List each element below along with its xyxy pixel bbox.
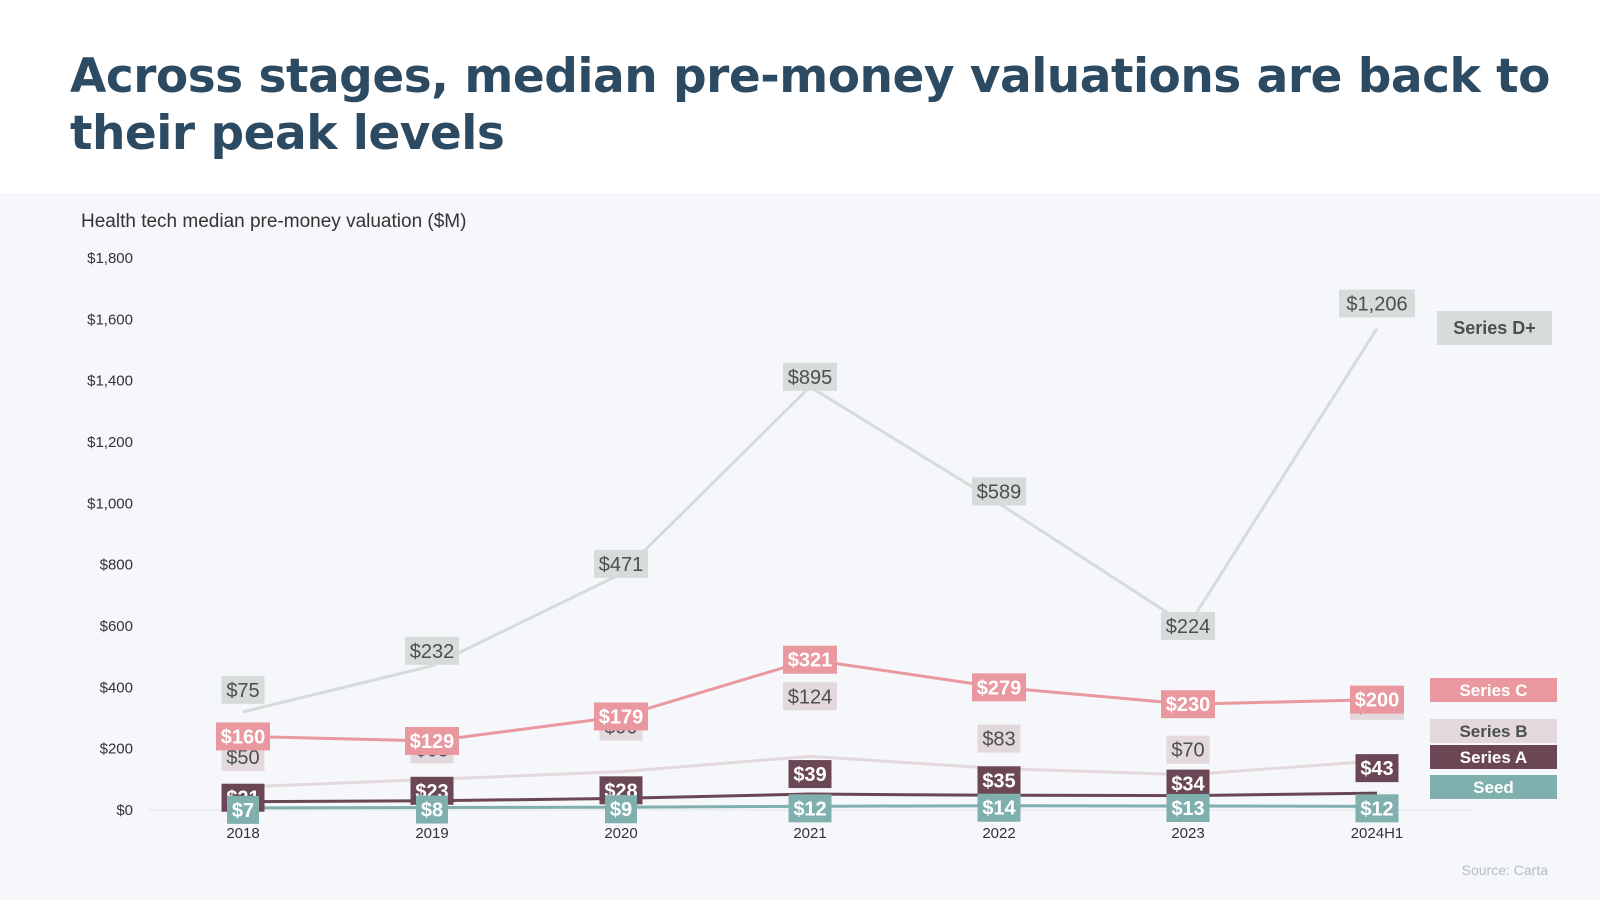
x-tick-label: 2022 — [982, 825, 1015, 842]
data-label: $200 — [1355, 690, 1400, 712]
data-label-bg — [788, 760, 832, 789]
data-label-bg — [972, 673, 1026, 702]
y-tick-label: $400 — [100, 679, 133, 696]
data-label: $9 — [610, 799, 632, 821]
data-label: $43 — [1360, 758, 1393, 780]
data-label-bg — [977, 793, 1021, 822]
x-tick-label: 2024H1 — [1351, 825, 1404, 842]
y-tick-label: $200 — [100, 741, 133, 758]
data-label-bg — [405, 727, 459, 755]
data-label: $75 — [226, 680, 259, 702]
data-label: $70 — [1171, 740, 1204, 762]
data-label: $8 — [421, 800, 443, 822]
y-tick-label: $1,000 — [87, 495, 133, 512]
data-label-bg — [1166, 794, 1210, 823]
data-label: $124 — [788, 686, 833, 708]
data-label-bg — [1166, 769, 1210, 798]
data-label-bg — [1339, 289, 1415, 318]
data-label-bg — [788, 794, 832, 823]
data-label-bg — [977, 766, 1021, 795]
data-label-bg — [783, 682, 837, 711]
data-label-bg — [1166, 735, 1210, 764]
legend-swatch — [1430, 678, 1557, 702]
data-label-bg — [1161, 612, 1215, 640]
legend-swatch — [1430, 719, 1557, 743]
data-label-bg — [972, 477, 1026, 506]
legend-label: Series B — [1459, 722, 1527, 741]
data-label: $471 — [599, 554, 644, 576]
x-tick-label: 2023 — [1171, 825, 1204, 842]
data-label: $279 — [977, 677, 1022, 699]
data-label-bg — [977, 724, 1021, 753]
data-label: $232 — [410, 641, 455, 663]
x-tick-label: 2021 — [793, 825, 826, 842]
data-label-bg — [1161, 690, 1215, 719]
legend-label: Series C — [1459, 681, 1527, 700]
data-label-bg — [416, 795, 448, 824]
y-tick-label: $1,800 — [87, 250, 133, 267]
data-label-bg — [1350, 685, 1404, 714]
data-label-bg — [1355, 754, 1399, 783]
data-label: $34 — [1171, 774, 1205, 796]
y-tick-label: $1,200 — [87, 434, 133, 451]
source-note: Source: Carta — [1461, 862, 1548, 878]
data-label: $179 — [599, 706, 644, 728]
legend-label: Series D+ — [1453, 318, 1536, 338]
legend-swatch — [1430, 745, 1557, 769]
data-label: $50 — [226, 747, 259, 769]
data-label: $160 — [221, 726, 266, 748]
data-label: $589 — [977, 481, 1022, 503]
data-label: $12 — [1360, 798, 1393, 820]
x-tick-label: 2020 — [604, 825, 637, 842]
y-tick-label: $600 — [100, 618, 133, 635]
x-tick-label: 2018 — [226, 825, 259, 842]
data-label: $39 — [793, 764, 826, 786]
data-label-bg — [405, 636, 459, 665]
legend-label: Series A — [1460, 748, 1527, 767]
data-label: $321 — [788, 650, 833, 672]
page-title: Across stages, median pre-money valuatio… — [70, 49, 1550, 161]
data-label: $230 — [1166, 694, 1211, 716]
y-tick-label: $1,400 — [87, 373, 133, 390]
y-tick-label: $0 — [116, 802, 133, 819]
data-label-bg — [594, 702, 648, 731]
data-label: $12 — [793, 798, 826, 820]
y-tick-label: $1,600 — [87, 311, 133, 328]
data-label-bg — [227, 795, 259, 824]
data-label-bg — [216, 722, 270, 751]
legend-swatch — [1437, 311, 1552, 345]
data-label: $7 — [232, 800, 254, 822]
data-label-bg — [783, 645, 837, 674]
data-label: $895 — [788, 367, 833, 389]
data-label-bg — [221, 675, 265, 704]
data-label-bg — [605, 795, 637, 824]
data-label: $83 — [982, 729, 1015, 751]
data-label: $1,206 — [1346, 294, 1407, 316]
chart-title: Health tech median pre-money valuation (… — [81, 211, 467, 232]
data-label-bg — [783, 362, 837, 391]
data-label: $129 — [410, 731, 455, 753]
data-label-bg — [594, 549, 648, 578]
y-tick-label: $800 — [100, 557, 133, 574]
data-label: $13 — [1171, 798, 1204, 820]
legend-swatch — [1430, 775, 1557, 799]
x-tick-label: 2019 — [415, 825, 448, 842]
legend-label: Seed — [1473, 778, 1514, 797]
data-label-bg — [1355, 794, 1399, 823]
data-label: $224 — [1166, 616, 1211, 638]
data-label: $14 — [982, 798, 1016, 820]
data-label: $35 — [982, 770, 1015, 792]
